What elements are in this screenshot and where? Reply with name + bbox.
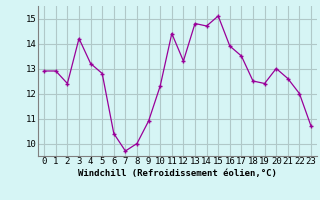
X-axis label: Windchill (Refroidissement éolien,°C): Windchill (Refroidissement éolien,°C) [78, 169, 277, 178]
